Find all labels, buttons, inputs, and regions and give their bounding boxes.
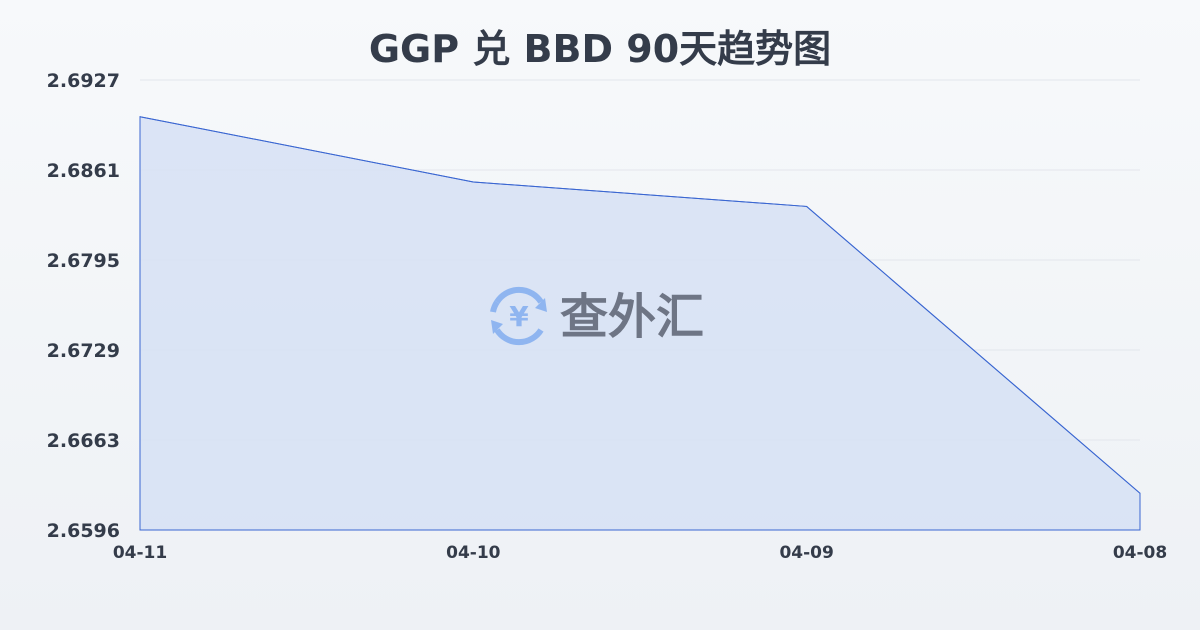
watermark: ¥ 查外汇 [490,286,704,346]
data-point-04-09 [806,205,808,207]
x-tick-label: 04-10 [446,543,501,563]
y-tick-label: 2.6795 [47,250,120,272]
yen-exchange-icon: ¥ [490,286,547,346]
x-tick-label: 04-11 [113,543,167,563]
y-tick-label: 2.6663 [47,430,120,452]
chart-title: GGP 兑 BBD 90天趋势图 [368,27,832,71]
x-tick-label: 04-08 [1113,543,1167,563]
svg-text:¥: ¥ [509,300,529,333]
data-point-04-10 [472,181,474,183]
y-tick-label: 2.6596 [47,520,120,542]
y-tick-label: 2.6729 [47,340,120,362]
data-point-04-11 [139,116,141,118]
y-tick-label: 2.6927 [47,70,120,92]
series-line [139,116,1141,494]
data-point-04-08 [1139,492,1141,494]
x-tick-label: 04-09 [779,543,833,563]
watermark-text: 查外汇 [560,289,704,345]
y-tick-label: 2.6861 [47,160,120,182]
